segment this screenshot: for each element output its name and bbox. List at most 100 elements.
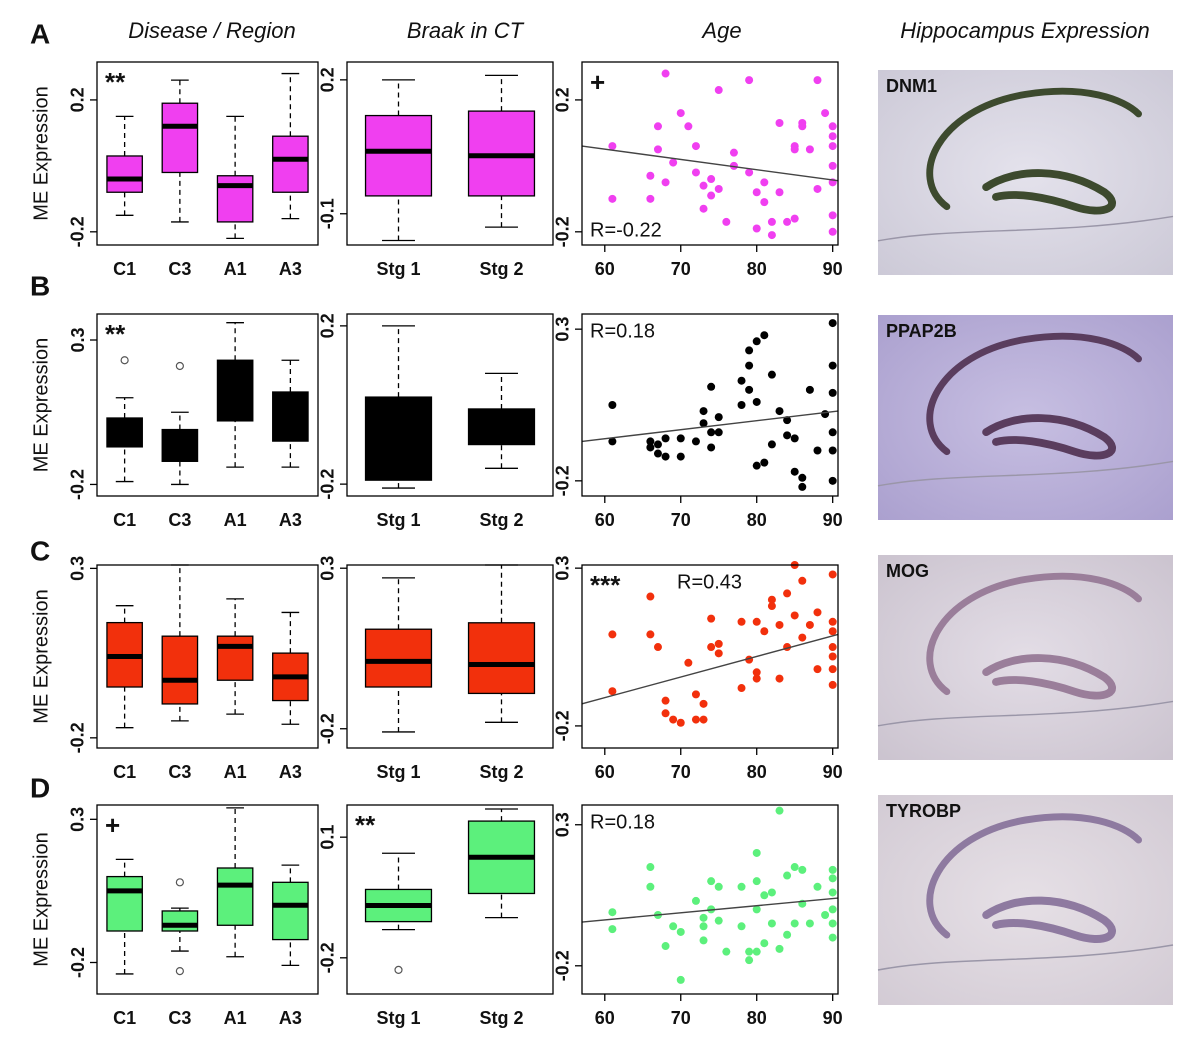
- correlation-label: R=0.18: [590, 811, 655, 833]
- box: [364, 628, 433, 688]
- point: [676, 975, 685, 984]
- point: [798, 122, 807, 131]
- outlier: [175, 878, 184, 887]
- point: [752, 848, 761, 857]
- point: [737, 684, 746, 693]
- y-tick-label: 0.3: [553, 812, 573, 837]
- box: [216, 359, 254, 422]
- y-tick-label: 0.2: [68, 87, 88, 112]
- point: [767, 595, 776, 604]
- point: [813, 665, 822, 674]
- point: [828, 388, 837, 397]
- plot-frame: [581, 313, 839, 497]
- point: [828, 211, 837, 220]
- y-axis-label: ME Expression: [30, 832, 52, 967]
- trend-line: [581, 145, 839, 182]
- point: [790, 467, 799, 476]
- point: [828, 132, 837, 141]
- column-title: Braak in CT: [407, 18, 525, 43]
- outlier: [175, 966, 184, 976]
- plot-frame: [581, 804, 839, 995]
- point: [722, 947, 731, 956]
- column-title: Hippocampus Expression: [900, 18, 1149, 43]
- plot-frame: [346, 564, 554, 749]
- point: [714, 882, 723, 891]
- point: [828, 652, 837, 661]
- dentate-gyrus: [982, 414, 1116, 460]
- box: [364, 114, 433, 197]
- point: [737, 617, 746, 626]
- point: [828, 643, 837, 652]
- point: [699, 181, 708, 190]
- point: [805, 919, 814, 928]
- point: [783, 416, 792, 425]
- point: [798, 576, 807, 585]
- outlier: [120, 356, 129, 365]
- y-axis-label: ME Expression: [30, 589, 52, 724]
- point: [767, 888, 776, 897]
- point: [707, 175, 716, 184]
- x-tick-label: Stg 2: [479, 1008, 523, 1028]
- box: [161, 102, 199, 174]
- point: [646, 443, 655, 452]
- x-tick-label: C3: [168, 259, 191, 279]
- point: [828, 665, 837, 674]
- point: [828, 865, 837, 874]
- box: [161, 910, 199, 932]
- y-tick-label: -0.2: [318, 942, 338, 973]
- point: [828, 905, 837, 914]
- point: [714, 428, 723, 437]
- point: [608, 687, 617, 696]
- point: [760, 458, 769, 467]
- point: [676, 927, 685, 936]
- dentate-gyrus: [982, 896, 1116, 943]
- point: [783, 217, 792, 226]
- point: [737, 882, 746, 891]
- point: [714, 916, 723, 925]
- x-tick-label: 70: [671, 510, 691, 530]
- x-tick-label: A3: [279, 1008, 302, 1028]
- point: [752, 188, 761, 197]
- point: [653, 449, 662, 458]
- point: [790, 611, 799, 620]
- point: [828, 319, 837, 328]
- point: [828, 428, 837, 437]
- point: [798, 633, 807, 642]
- y-tick-label: -0.2: [553, 465, 573, 496]
- point: [745, 956, 754, 965]
- point: [714, 639, 723, 648]
- point: [775, 407, 784, 416]
- significance: **: [105, 319, 126, 349]
- gene-label: PPAP2B: [886, 321, 957, 341]
- point: [646, 630, 655, 639]
- x-tick-label: A1: [224, 1008, 247, 1028]
- x-tick-label: C1: [113, 762, 136, 782]
- point: [608, 142, 617, 151]
- point: [745, 947, 754, 956]
- point: [714, 413, 723, 422]
- point: [707, 382, 716, 391]
- x-tick-label: A3: [279, 259, 302, 279]
- box: [272, 391, 309, 442]
- x-tick-label: Stg 2: [479, 762, 523, 782]
- y-tick-label: -0.2: [553, 950, 573, 981]
- point: [813, 76, 822, 85]
- point: [707, 643, 716, 652]
- point: [752, 668, 761, 677]
- x-tick-label: A3: [279, 762, 302, 782]
- point: [775, 119, 784, 127]
- x-tick-label: C3: [168, 762, 191, 782]
- panel-label: D: [30, 772, 50, 803]
- point: [828, 874, 837, 883]
- cornu-ammonis: [926, 332, 1143, 456]
- point: [699, 204, 708, 213]
- x-tick-label: Stg 1: [376, 1008, 420, 1028]
- point: [828, 161, 837, 170]
- point: [661, 69, 670, 78]
- x-tick-label: Stg 2: [479, 259, 523, 279]
- point: [760, 939, 769, 948]
- point: [608, 194, 617, 203]
- trend-line: [581, 410, 839, 443]
- point: [775, 620, 784, 629]
- y-tick-label: 0.3: [553, 556, 573, 581]
